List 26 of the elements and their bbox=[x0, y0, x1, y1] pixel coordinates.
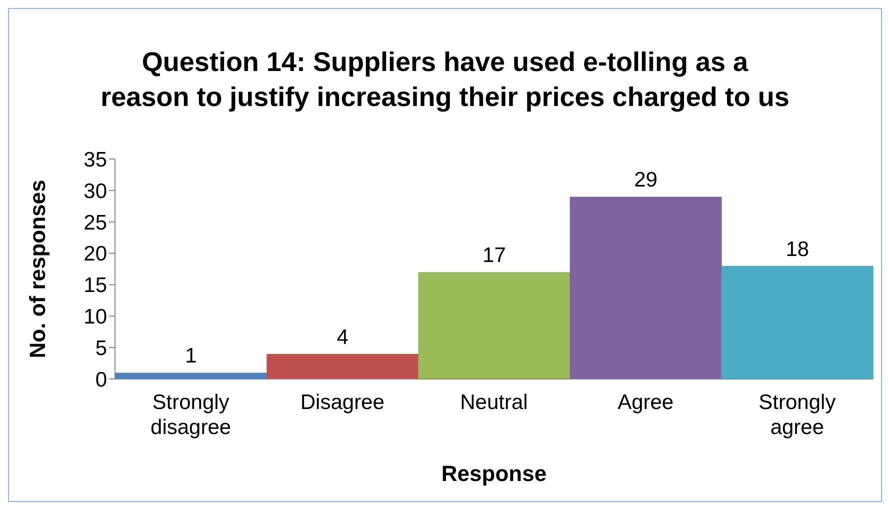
y-tick-label: 30 bbox=[84, 180, 107, 203]
y-tick-label: 25 bbox=[84, 211, 107, 234]
data-label: 1 bbox=[185, 344, 197, 368]
x-tick-label: Disagree bbox=[300, 391, 384, 414]
chart-title: Question 14: Suppliers have used e-tolling as a reason to justify increasing their prices charged to us bbox=[100, 46, 790, 114]
bar bbox=[570, 196, 722, 379]
y-tick-label: 15 bbox=[84, 274, 107, 298]
x-tick-label: Strongly agree bbox=[758, 391, 836, 439]
bar bbox=[418, 272, 570, 379]
bar bbox=[115, 372, 267, 379]
data-label: 29 bbox=[634, 168, 658, 192]
y-tick-label: 20 bbox=[84, 242, 107, 266]
bar bbox=[266, 354, 419, 379]
y-tick-label: 10 bbox=[84, 306, 107, 329]
data-label: 18 bbox=[786, 238, 810, 261]
x-tick-label: Neutral bbox=[460, 391, 528, 414]
data-label: 4 bbox=[336, 326, 349, 349]
y-axis-title: No. of responses bbox=[24, 180, 50, 358]
x-tick-label: Agree bbox=[618, 391, 674, 414]
y-tick-label: 0 bbox=[95, 368, 107, 392]
bar bbox=[721, 266, 874, 379]
x-axis-title: Response bbox=[441, 461, 547, 486]
y-tick-label: 5 bbox=[95, 337, 107, 360]
y-tick-label: 35 bbox=[84, 148, 107, 172]
data-label: 17 bbox=[482, 244, 506, 268]
x-tick-label: Strongly disagree bbox=[150, 391, 232, 439]
